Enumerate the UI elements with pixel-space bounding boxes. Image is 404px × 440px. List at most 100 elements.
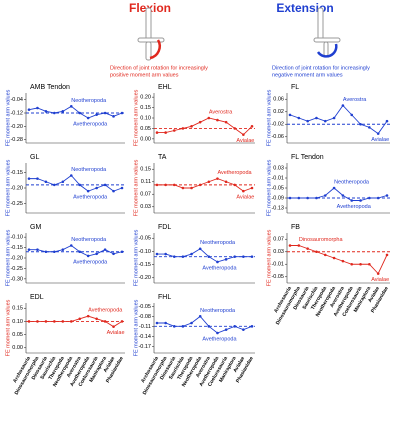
point	[95, 317, 98, 321]
point	[297, 116, 301, 120]
y-tick-label: 0.20	[140, 95, 151, 101]
annotation: Neotheropoda	[71, 167, 107, 173]
point	[385, 119, 389, 123]
point	[368, 262, 371, 266]
point	[224, 328, 228, 331]
point	[78, 317, 82, 321]
point	[172, 129, 176, 132]
point	[297, 244, 301, 247]
panel-title: FHL	[158, 294, 171, 301]
point	[341, 104, 345, 107]
point	[155, 183, 159, 187]
point	[36, 320, 39, 323]
annotation: Avialae	[107, 330, 125, 336]
y-tick-label: -0.30	[10, 276, 23, 282]
y-axis-label: FE moment arm values	[266, 159, 272, 216]
point	[86, 189, 90, 193]
panel-title: GL	[30, 154, 39, 161]
extension-title: Extension	[276, 1, 333, 15]
annotation: Averostra	[209, 109, 233, 115]
y-tick-label: -0.13	[271, 205, 284, 211]
point	[207, 255, 211, 258]
y-tick-label: 0.15	[140, 105, 151, 111]
point	[120, 320, 124, 323]
point	[181, 127, 185, 130]
annotation: Neotheropoda	[71, 98, 107, 104]
y-tick-label: 0.02	[273, 109, 284, 115]
point	[359, 262, 362, 266]
point	[297, 196, 301, 200]
annotation: Neotheropoda	[200, 308, 236, 314]
series-line	[290, 245, 388, 275]
series-line	[157, 178, 253, 192]
point	[120, 250, 124, 254]
y-axis-label: FE moment arm values	[133, 229, 139, 286]
point	[190, 125, 193, 128]
panel-title: FL	[291, 84, 299, 91]
point	[78, 111, 82, 115]
point	[78, 250, 82, 254]
point	[376, 132, 380, 135]
y-tick-label: -0.20	[10, 255, 23, 261]
y-tick-label: 0.00	[140, 136, 151, 142]
y-tick-label: -0.09	[271, 195, 284, 201]
point	[250, 325, 254, 328]
annotation: Avetheropoda	[88, 308, 123, 314]
point	[155, 321, 159, 325]
point	[359, 199, 362, 202]
point	[323, 194, 327, 197]
point	[332, 116, 336, 120]
y-axis-label: FE moment arm values	[5, 159, 11, 216]
point	[69, 244, 73, 247]
point	[341, 259, 345, 263]
point	[27, 177, 31, 180]
annotation: Avialae	[236, 138, 254, 144]
y-tick-label: -0.11	[139, 324, 151, 330]
y-axis-label: FE moment arm values	[133, 299, 139, 356]
y-axis-label: FE moment arm values	[266, 89, 272, 146]
y-tick-label: 0.06	[273, 97, 284, 103]
annotation: Avetheropoda	[73, 195, 108, 201]
annotation: Avialae	[371, 137, 389, 143]
point	[53, 320, 56, 323]
point	[341, 194, 345, 197]
panel-title: AMB Tendon	[30, 84, 70, 91]
series-line	[157, 117, 253, 136]
point	[95, 186, 98, 190]
y-tick-label: 0.05	[12, 332, 23, 338]
point	[350, 113, 354, 117]
y-tick-label: -0.02	[271, 122, 284, 128]
panel-title: EHL	[158, 84, 172, 91]
point	[69, 320, 73, 323]
annotation: Avetheropoda	[202, 336, 237, 342]
annotation: Neotheropoda	[334, 179, 370, 185]
point	[288, 244, 292, 247]
panel-title: EDL	[30, 294, 44, 301]
panel-title: FDL	[158, 224, 171, 231]
point	[350, 262, 354, 266]
point	[190, 186, 193, 190]
y-tick-label: -0.10	[10, 235, 23, 241]
point	[190, 321, 193, 325]
point	[288, 113, 292, 117]
y-tick-label: -0.10	[138, 249, 151, 255]
y-tick-label: 0.15	[140, 167, 151, 173]
point	[233, 183, 237, 187]
point	[61, 320, 65, 323]
series-line	[157, 248, 252, 263]
point	[53, 111, 56, 115]
annotation: Avetheropoda	[73, 121, 108, 127]
annotation: Avetheropoda	[73, 259, 108, 265]
point	[368, 126, 371, 129]
point	[27, 320, 31, 323]
point	[112, 115, 115, 118]
y-axis-label: FE moment arm values	[5, 229, 11, 286]
point	[242, 328, 245, 331]
point	[242, 189, 245, 193]
point	[61, 180, 65, 184]
point	[242, 255, 245, 258]
point	[120, 111, 124, 115]
point	[103, 248, 107, 251]
